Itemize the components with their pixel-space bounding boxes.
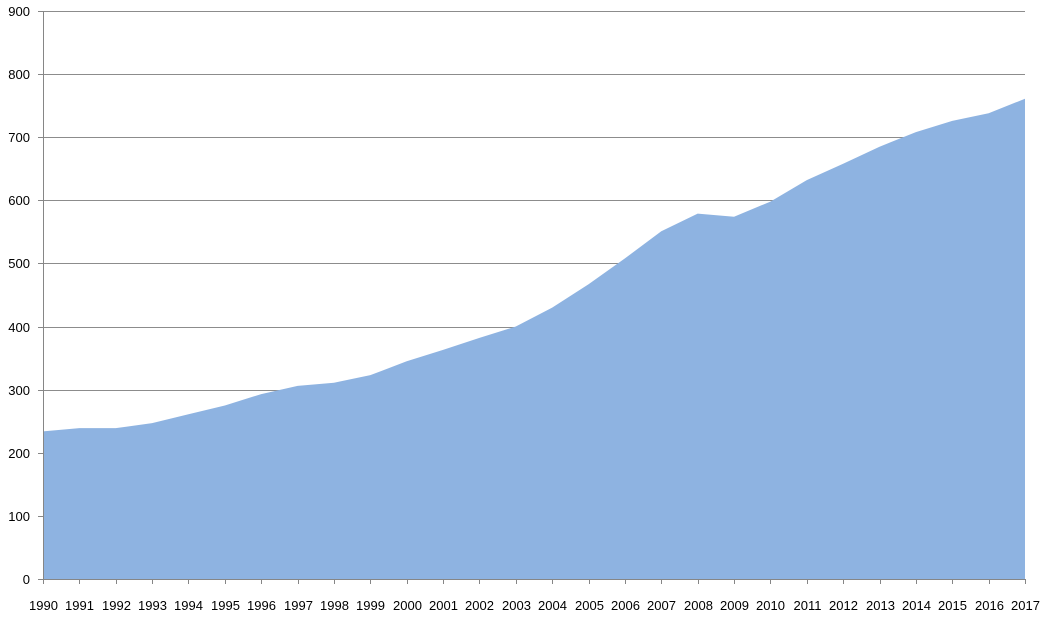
x-tick-label-2009: 2009 (720, 598, 749, 613)
x-tick-label-2007: 2007 (647, 598, 676, 613)
y-tick-label-300: 300 (8, 383, 30, 398)
y-tick-label-400: 400 (8, 320, 30, 335)
x-tick-label-1995: 1995 (211, 598, 240, 613)
x-tick-label-2014: 2014 (902, 598, 931, 613)
x-tick-labels: 1990 1991 1992 1993 1994 1995 1996 1997 1998 1999… (29, 598, 1040, 613)
y-tick-label-100: 100 (8, 509, 30, 524)
area-series-0 (43, 98, 1025, 580)
y-tick-label-700: 700 (8, 130, 30, 145)
x-tick-label-2008: 2008 (684, 598, 713, 613)
x-tick-label-1997: 1997 (284, 598, 313, 613)
x-tick-label-2003: 2003 (502, 598, 531, 613)
x-tick-label-1999: 1999 (356, 598, 385, 613)
x-tick-label-2004: 2004 (538, 598, 567, 613)
y-tick-label-200: 200 (8, 446, 30, 461)
x-tick-label-1996: 1996 (247, 598, 276, 613)
y-tick-label-0: 0 (23, 572, 30, 587)
y-tick-label-800: 800 (8, 67, 30, 82)
x-tick-label-1998: 1998 (320, 598, 349, 613)
x-tick-label-2011: 2011 (794, 598, 822, 613)
y-tick-label-900: 900 (8, 4, 30, 19)
x-tick-label-1994: 1994 (174, 598, 203, 613)
x-tick-label-2010: 2010 (756, 598, 785, 613)
x-tick-label-2006: 2006 (611, 598, 640, 613)
plot-area (43, 98, 1025, 580)
x-tick-label-2013: 2013 (866, 598, 895, 613)
x-tick-label-1991: 1991 (65, 598, 94, 613)
x-tick-label-2015: 2015 (938, 598, 967, 613)
y-tick-label-500: 500 (8, 256, 30, 271)
x-tick-label-1990: 1990 (29, 598, 58, 613)
x-tick-label-2017: 2017 (1011, 598, 1040, 613)
axes (38, 11, 1026, 584)
x-tick-label-1993: 1993 (138, 598, 167, 613)
x-tick-label-2016: 2016 (975, 598, 1004, 613)
x-tick-label-1992: 1992 (102, 598, 131, 613)
x-tick-label-2001: 2001 (429, 598, 458, 613)
x-tick-label-2012: 2012 (829, 598, 858, 613)
y-tick-labels: 0 100 200 300 400 500 600 700 800 900 (8, 4, 30, 587)
y-tick-label-600: 600 (8, 193, 30, 208)
x-tick-label-2000: 2000 (393, 598, 422, 613)
x-tick-label-2002: 2002 (465, 598, 494, 613)
x-tick-label-2005: 2005 (575, 598, 604, 613)
